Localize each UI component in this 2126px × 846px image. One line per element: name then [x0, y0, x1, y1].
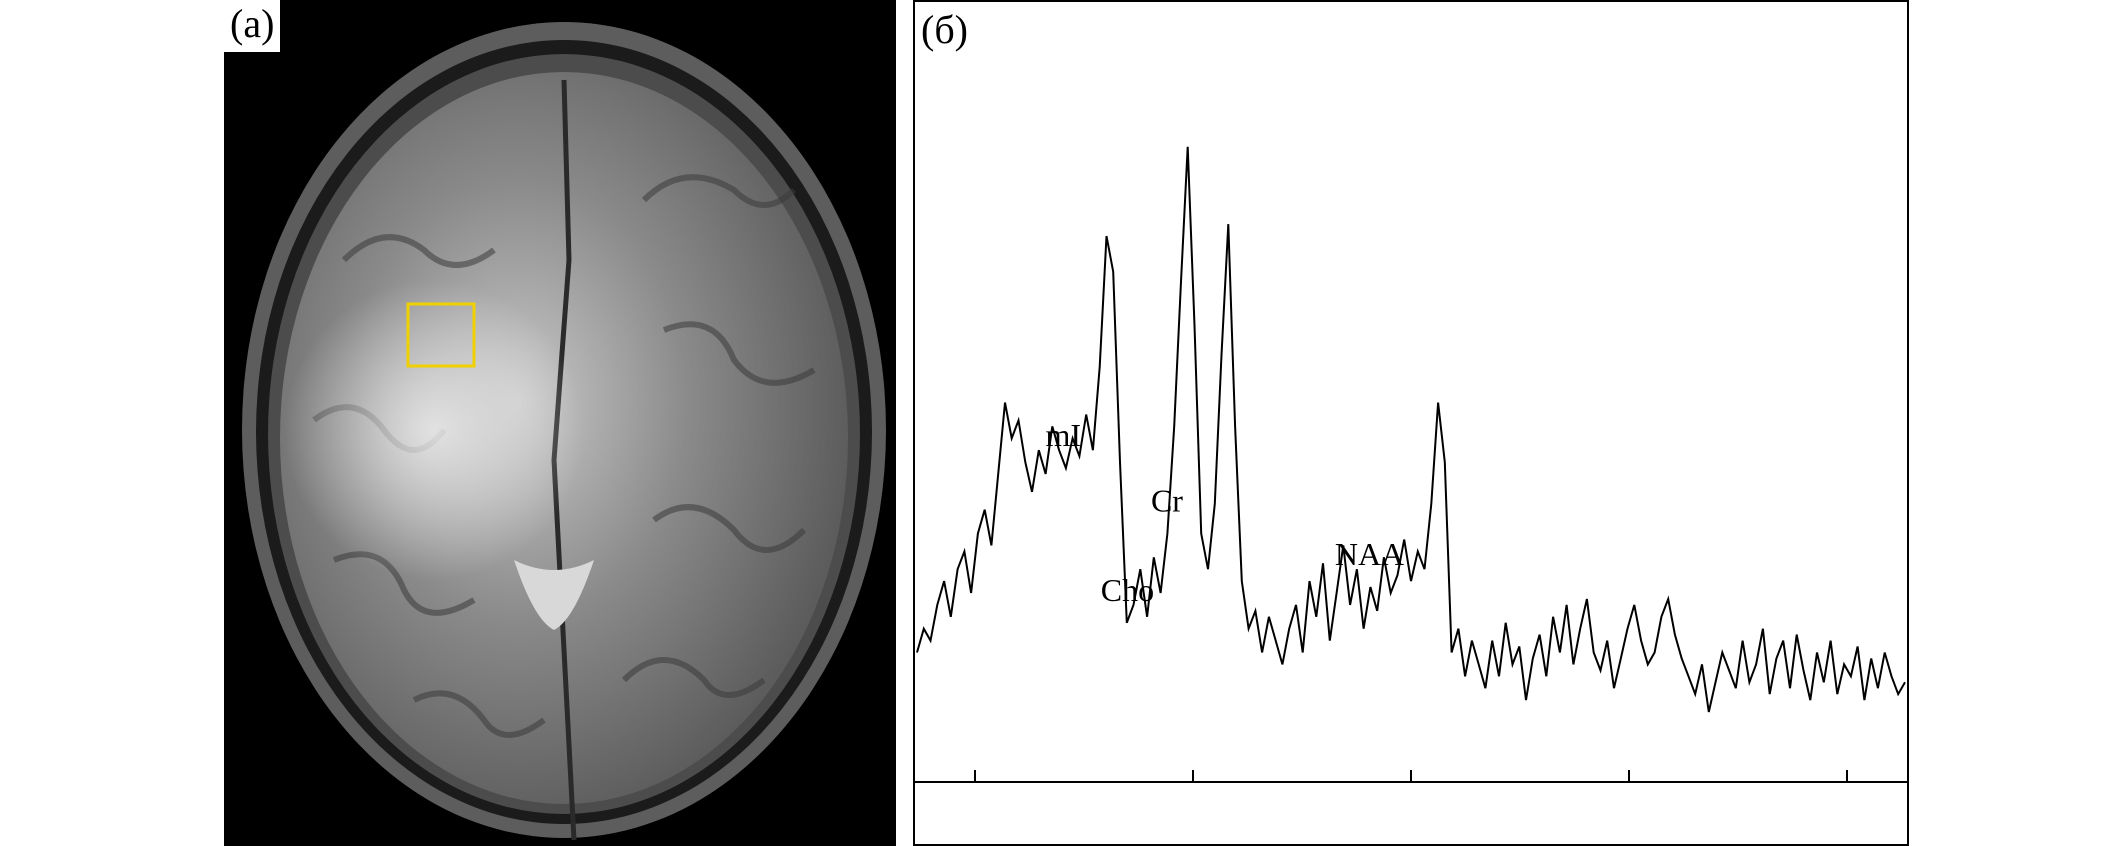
- peak-label-mi: mI: [1045, 417, 1081, 453]
- peak-label-naa: NAA: [1335, 536, 1404, 572]
- panel-label-a: (а): [224, 0, 281, 52]
- peak-label-cho: Cho: [1101, 572, 1154, 608]
- spectrum-line: [916, 146, 1906, 713]
- mri-axial-slice: [224, 0, 896, 846]
- lesion-hyperintensity: [284, 280, 584, 580]
- spectrum-plot: mI Cho Cr NAA: [915, 146, 1907, 783]
- mri-image-panel: (а): [224, 0, 896, 846]
- ventricle: [514, 560, 594, 630]
- panel-label-b: (б): [921, 7, 968, 52]
- peak-label-cr: Cr: [1151, 483, 1183, 519]
- spectrum-panel: mI Cho Cr NAA (б): [913, 0, 1909, 846]
- peak-labels: mI Cho Cr NAA: [1045, 417, 1404, 608]
- roi-voxel-box: [406, 302, 476, 368]
- x-axis-ticks: [974, 770, 1848, 782]
